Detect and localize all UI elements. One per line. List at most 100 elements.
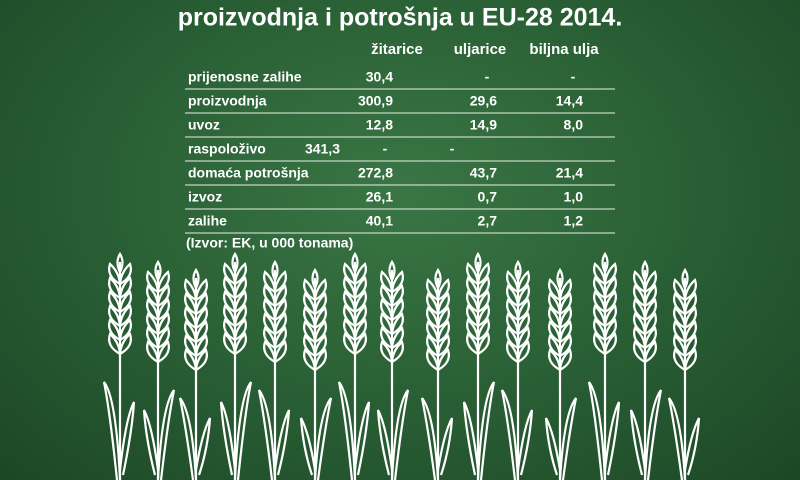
table: žitarice uljarice biljna ulja prijenosne za…: [185, 41, 615, 251]
grain: [343, 262, 357, 285]
cell-value: 341,3: [305, 141, 340, 157]
grain: [146, 326, 160, 349]
wheat-stalk: [420, 267, 454, 480]
grain: [223, 318, 237, 341]
leaf: [516, 409, 534, 476]
grain: [263, 298, 277, 321]
grain: [673, 334, 687, 357]
grain: [633, 326, 647, 349]
grain: [516, 284, 530, 307]
cell-value: 26,1: [366, 189, 393, 205]
grain: [516, 340, 530, 363]
grain: [506, 298, 520, 321]
grain: [593, 318, 607, 341]
wheat-stalk: [299, 267, 333, 480]
wheat-stalk: [219, 251, 253, 480]
grain: [146, 270, 160, 293]
leaf: [273, 409, 291, 476]
leaf: [629, 409, 647, 476]
grain: [603, 262, 617, 285]
grain: [194, 292, 208, 315]
wheat-stalk: [337, 251, 371, 480]
grain: [426, 292, 440, 315]
grain: [556, 267, 564, 289]
grain: [263, 326, 277, 349]
row-label: izvoz: [188, 189, 222, 205]
cell-value: 0,7: [478, 189, 498, 205]
grain: [683, 348, 697, 371]
grain: [351, 251, 359, 273]
grain: [273, 298, 287, 321]
row-label: prijenosne zalihe: [188, 69, 302, 85]
cell-value: 40,1: [366, 213, 393, 229]
grain: [154, 259, 162, 281]
cell-value: -: [571, 69, 576, 85]
grain: [673, 320, 687, 343]
grain: [303, 334, 317, 357]
grain: [516, 312, 530, 335]
leaf: [476, 381, 496, 480]
wheat-stalk: [178, 267, 212, 480]
grain: [593, 304, 607, 327]
grain: [476, 290, 490, 313]
grain: [231, 251, 239, 273]
grain: [303, 292, 317, 315]
grain: [633, 312, 647, 335]
grain: [108, 318, 122, 341]
grain: [390, 298, 404, 321]
grain: [476, 332, 490, 355]
grain: [516, 326, 530, 349]
grain: [683, 320, 697, 343]
grain: [434, 267, 442, 289]
leaf: [376, 409, 394, 476]
grain: [558, 306, 572, 329]
grain: [426, 278, 440, 301]
grain: [380, 340, 394, 363]
grain: [514, 259, 522, 281]
grain: [313, 320, 327, 343]
grain: [633, 270, 647, 293]
grain: [390, 340, 404, 363]
grain: [516, 298, 530, 321]
grain: [192, 267, 200, 289]
grain: [263, 284, 277, 307]
grain: [558, 348, 572, 371]
source-note: (Izvor: EK, u 000 tonama): [186, 235, 353, 251]
grain: [558, 278, 572, 301]
grain: [343, 332, 357, 355]
leaf: [102, 381, 122, 480]
grain: [303, 278, 317, 301]
grain: [380, 298, 394, 321]
grain: [603, 318, 617, 341]
grain: [426, 334, 440, 357]
grain: [184, 292, 198, 315]
grain: [233, 304, 247, 327]
leaf: [544, 417, 562, 476]
grain: [474, 251, 482, 273]
grain: [343, 304, 357, 327]
leaf: [299, 417, 317, 476]
grain: [548, 348, 562, 371]
leaf: [462, 401, 480, 476]
grain: [436, 320, 450, 343]
grain: [156, 284, 170, 307]
leaf: [500, 389, 520, 480]
leaf: [156, 389, 176, 480]
grain: [263, 312, 277, 335]
cell-value: 30,4: [366, 69, 393, 85]
grain: [548, 292, 562, 315]
grain: [683, 334, 697, 357]
grain: [118, 304, 132, 327]
wheat-stalk: [629, 259, 663, 480]
grain: [273, 284, 287, 307]
cell-value: 300,9: [358, 93, 393, 109]
leaf: [420, 397, 440, 480]
row-label: zalihe: [188, 213, 227, 229]
grain: [380, 312, 394, 335]
grain: [466, 318, 480, 341]
cell-value: 1,0: [564, 189, 584, 205]
grain: [436, 306, 450, 329]
grain: [426, 348, 440, 371]
grain: [673, 348, 687, 371]
